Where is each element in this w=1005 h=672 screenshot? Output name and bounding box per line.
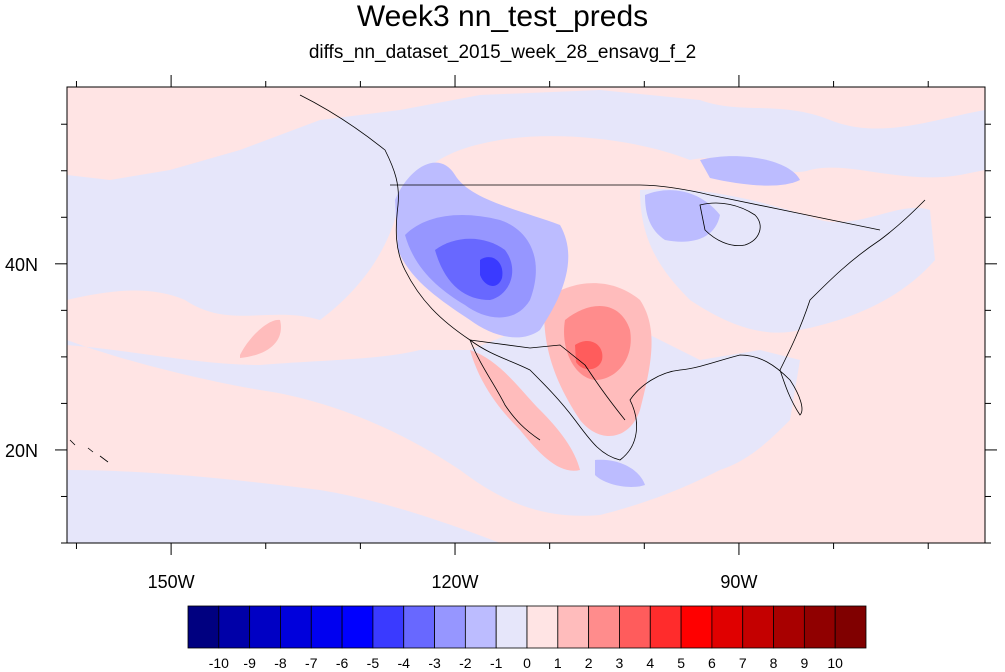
colorbar-swatch xyxy=(680,605,713,649)
colorbar-label: 7 xyxy=(739,655,747,671)
lat-tick-label: 20N xyxy=(5,441,38,461)
colorbar-swatch xyxy=(619,605,651,649)
lat-tick-label: 40N xyxy=(5,255,38,275)
colorbar-label: -4 xyxy=(398,655,411,671)
colorbar-swatch xyxy=(803,605,836,649)
colorbar-swatch xyxy=(773,605,805,649)
colorbar-swatch xyxy=(372,605,405,649)
colorbar-swatch xyxy=(249,605,281,649)
colorbar-swatch xyxy=(464,605,497,649)
colorbar-swatch xyxy=(742,605,774,649)
colorbar-swatch xyxy=(280,605,312,649)
lon-tick-label: 120W xyxy=(432,572,479,592)
colorbar-swatch xyxy=(557,605,590,649)
north-america-coastline xyxy=(299,94,926,461)
baja-california xyxy=(469,339,541,441)
colorbar-label: 4 xyxy=(646,655,654,671)
colorbar-swatch xyxy=(495,605,528,649)
colorbar-label: 9 xyxy=(800,655,808,671)
field-negative-region xyxy=(67,470,500,543)
colorbar-label: 6 xyxy=(708,655,716,671)
colorbar-label: -6 xyxy=(336,655,349,671)
colorbar-label: -3 xyxy=(428,655,441,671)
colorbar-swatch xyxy=(310,605,343,649)
colorbar-label: -7 xyxy=(305,655,318,671)
colorbar-label: -8 xyxy=(274,655,287,671)
lon-tick-label: 90W xyxy=(720,572,757,592)
anomaly-field xyxy=(67,87,985,543)
colorbar-swatch xyxy=(218,605,251,649)
page-title: Week3 nn_test_preds xyxy=(356,0,649,33)
field-negative-region xyxy=(595,459,645,487)
colorbar-label: -1 xyxy=(490,655,503,671)
colorbar-label: 3 xyxy=(616,655,624,671)
page-subtitle: diffs_nn_dataset_2015_week_28_ensavg_f_2 xyxy=(308,42,697,63)
us-border-north xyxy=(390,184,881,231)
field-negative-region xyxy=(67,90,985,320)
axis-tick-labels: 150W 120W 90W 40N 20N xyxy=(5,255,757,592)
field-negative-region xyxy=(645,190,720,242)
us-border-south xyxy=(469,339,626,421)
coastlines xyxy=(69,94,926,463)
colorbar-swatch xyxy=(341,605,374,649)
field-negative-strong xyxy=(480,257,503,286)
colorbar-label: 2 xyxy=(585,655,593,671)
axis-ticks xyxy=(55,75,997,555)
colorbar-swatch xyxy=(403,605,435,649)
colorbar-label: 10 xyxy=(827,655,843,671)
colorbar-swatch xyxy=(711,605,744,649)
colorbar-swatch xyxy=(588,605,620,649)
field-negative-region xyxy=(700,156,800,186)
colorbar-labels: -10 -9 -8 -7 -6 -5 -4 -3 -2 -1 0 1 2 3 4 5 6 7 8 9 10 xyxy=(209,655,843,671)
colorbar-swatch xyxy=(649,605,682,649)
great-lakes xyxy=(699,202,761,247)
colorbar-label: 0 xyxy=(523,655,531,671)
colorbar-label: 5 xyxy=(677,655,685,671)
colorbar-swatch xyxy=(834,605,867,649)
colorbar xyxy=(187,605,867,649)
map-frame xyxy=(66,86,986,544)
colorbar-swatch xyxy=(187,605,220,649)
colorbar-label: 1 xyxy=(554,655,562,671)
colorbar-swatch xyxy=(526,605,559,649)
colorbar-swatch xyxy=(434,605,466,649)
field-positive-region xyxy=(240,319,281,358)
colorbar-label: -10 xyxy=(209,655,229,671)
colorbar-label: -2 xyxy=(459,655,472,671)
colorbar-label: -9 xyxy=(243,655,256,671)
colorbar-label: 8 xyxy=(770,655,778,671)
hawaii xyxy=(69,439,109,463)
field-positive-region xyxy=(470,350,580,471)
lon-tick-label: 150W xyxy=(148,572,195,592)
colorbar-label: -5 xyxy=(367,655,380,671)
